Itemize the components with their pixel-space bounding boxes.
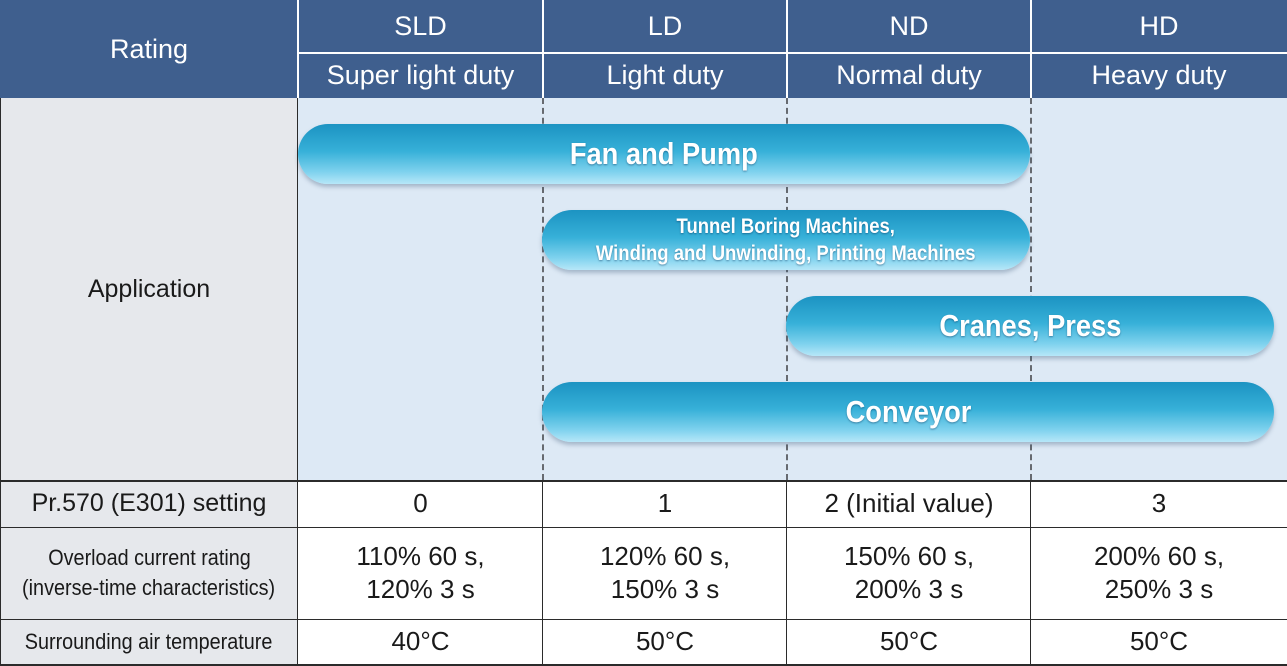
setting-row-label: Pr.570 (E301) setting bbox=[0, 480, 298, 527]
temperature-value-ld: 50°C bbox=[543, 619, 787, 664]
temperature-value-nd: 50°C bbox=[787, 619, 1031, 664]
setting-value: 2 (Initial value) bbox=[824, 488, 994, 518]
overload-value-nd: 150% 60 s, 200% 3 s bbox=[787, 527, 1031, 619]
ld-code: LD bbox=[543, 0, 787, 53]
conveyor-bar: Conveyor bbox=[542, 382, 1274, 442]
grid-line bbox=[0, 98, 1, 666]
overload-value-sld: 110% 60 s, 120% 3 s bbox=[298, 527, 543, 619]
grid-line bbox=[0, 664, 1287, 666]
cranes-press-bar: Cranes, Press bbox=[786, 296, 1274, 356]
setting-value-ld: 1 bbox=[543, 480, 787, 527]
overload-value-hd: 200% 60 s, 250% 3 s bbox=[1031, 527, 1287, 619]
temperature-label: Surrounding air temperature bbox=[25, 628, 273, 654]
rating-header: Rating bbox=[0, 0, 298, 98]
cranes-press-label: Cranes, Press bbox=[939, 308, 1121, 343]
overload-value-line2: 200% 3 s bbox=[854, 574, 964, 604]
header-divider bbox=[297, 0, 299, 98]
overload-value-line2: 250% 3 s bbox=[1104, 574, 1214, 604]
tunnel-boring-bar: Tunnel Boring Machines, Winding and Unwi… bbox=[542, 210, 1030, 270]
grid-line bbox=[1030, 480, 1031, 666]
ld-code-label: LD bbox=[647, 11, 683, 41]
header-divider bbox=[542, 0, 544, 98]
grid-line bbox=[297, 98, 298, 666]
fan-and-pump-bar: Fan and Pump bbox=[298, 124, 1030, 184]
fan-and-pump-label: Fan and Pump bbox=[570, 136, 758, 171]
nd-code: ND bbox=[787, 0, 1031, 53]
setting-label: Pr.570 (E301) setting bbox=[31, 489, 267, 517]
hd-name: Heavy duty bbox=[1031, 53, 1287, 98]
nd-code-label: ND bbox=[889, 11, 929, 41]
overload-value-line2: 120% 3 s bbox=[366, 574, 475, 604]
setting-value-nd: 2 (Initial value) bbox=[787, 480, 1031, 527]
temperature-value: 40°C bbox=[391, 626, 450, 656]
temperature-value: 50°C bbox=[635, 626, 695, 656]
setting-value: 1 bbox=[657, 488, 673, 518]
sld-name: Super light duty bbox=[298, 53, 543, 98]
application-label-cell: Application bbox=[0, 98, 298, 480]
nd-name-label: Normal duty bbox=[836, 60, 982, 90]
conveyor-label: Conveyor bbox=[845, 394, 971, 429]
application-label: Application bbox=[87, 274, 211, 303]
rating-header-label: Rating bbox=[109, 33, 189, 64]
ld-name: Light duty bbox=[543, 53, 787, 98]
grid-line bbox=[542, 480, 543, 666]
overload-value-line1: 200% 60 s, bbox=[1093, 541, 1225, 571]
hd-code-label: HD bbox=[1139, 11, 1179, 41]
header-divider bbox=[1030, 0, 1032, 98]
overload-row-label: Overload current rating (inverse-time ch… bbox=[0, 527, 298, 619]
column-guide bbox=[786, 98, 788, 480]
header-divider bbox=[298, 52, 1287, 54]
setting-value-sld: 0 bbox=[298, 480, 543, 527]
overload-label-line2: (inverse-time characteristics) bbox=[22, 575, 276, 600]
overload-value-ld: 120% 60 s, 150% 3 s bbox=[543, 527, 787, 619]
overload-value-line2: 150% 3 s bbox=[610, 574, 720, 604]
setting-value: 3 bbox=[1151, 488, 1167, 518]
overload-value-line1: 120% 60 s, bbox=[599, 541, 731, 571]
tunnel-boring-label-line2: Winding and Unwinding, Printing Machines bbox=[596, 242, 976, 265]
column-guide bbox=[542, 98, 544, 480]
grid-line bbox=[0, 527, 1287, 528]
temperature-value: 50°C bbox=[879, 626, 939, 656]
grid-line bbox=[0, 619, 1287, 620]
temperature-value-sld: 40°C bbox=[298, 619, 543, 664]
overload-label-line1: Overload current rating bbox=[47, 545, 251, 570]
sld-code: SLD bbox=[298, 0, 543, 53]
ld-name-label: Light duty bbox=[606, 60, 724, 90]
temperature-value-hd: 50°C bbox=[1031, 619, 1287, 664]
hd-name-label: Heavy duty bbox=[1091, 60, 1227, 90]
grid-line bbox=[786, 480, 787, 666]
overload-value-line1: 150% 60 s, bbox=[843, 541, 975, 571]
header-divider bbox=[786, 0, 788, 98]
column-guide bbox=[1030, 98, 1032, 480]
nd-name: Normal duty bbox=[787, 53, 1031, 98]
setting-value-hd: 3 bbox=[1031, 480, 1287, 527]
grid-line bbox=[0, 480, 1287, 482]
tunnel-boring-label-line1: Tunnel Boring Machines, bbox=[676, 215, 896, 238]
temperature-value: 50°C bbox=[1129, 626, 1189, 656]
sld-code-label: SLD bbox=[394, 11, 447, 41]
temperature-row-label: Surrounding air temperature bbox=[0, 619, 298, 664]
hd-code: HD bbox=[1031, 0, 1287, 53]
sld-name-label: Super light duty bbox=[326, 60, 515, 90]
overload-value-line1: 110% 60 s, bbox=[356, 541, 485, 571]
setting-value: 0 bbox=[413, 488, 428, 518]
